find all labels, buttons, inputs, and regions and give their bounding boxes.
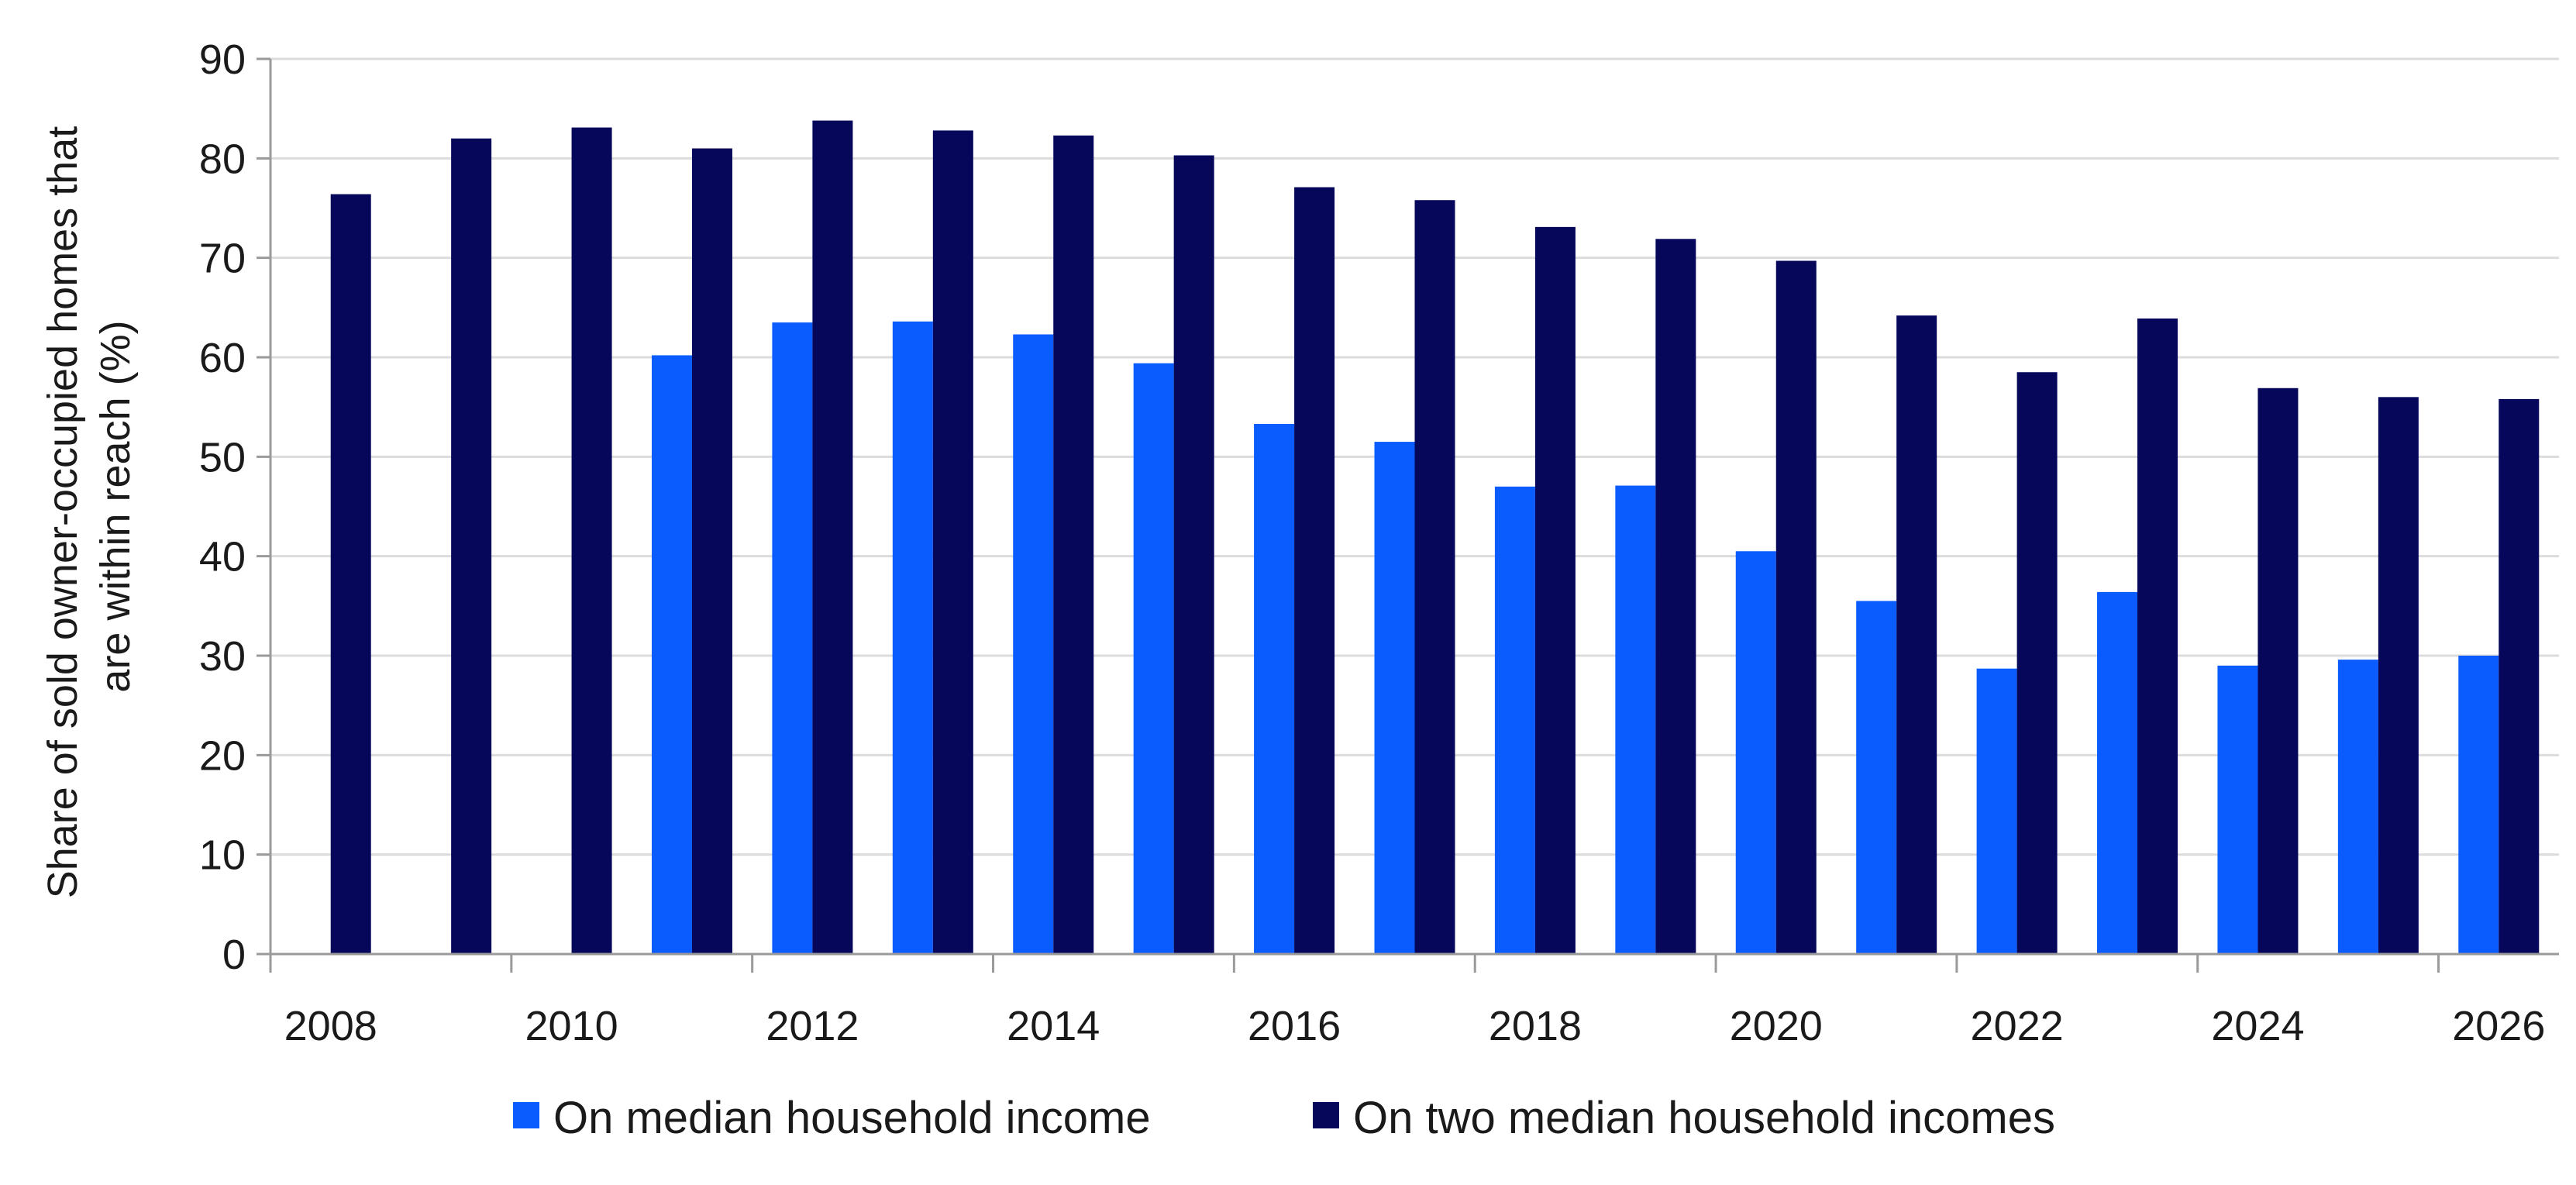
legend-label-two-incomes: On two median household incomes xyxy=(1353,1093,2055,1143)
legend-swatch-two-incomes xyxy=(1313,1102,1339,1128)
bar-median-income-2015 xyxy=(1133,363,1174,954)
x-tick-label: 2014 xyxy=(1007,1003,1100,1049)
y-axis-title-line-1: Share of sold owner-occupied homes that xyxy=(40,126,86,899)
bar-median-income-2013 xyxy=(892,321,933,954)
legend-swatch-median-income xyxy=(513,1102,539,1128)
bar-median-income-2017 xyxy=(1374,442,1415,954)
bar-median-income-2024 xyxy=(2217,665,2258,954)
bar-median-income-2011 xyxy=(651,355,692,954)
bar-two-incomes-2022 xyxy=(2016,372,2058,954)
bar-two-incomes-2023 xyxy=(2137,318,2178,954)
x-tick-label: 2016 xyxy=(1248,1003,1341,1049)
x-tick-label: 2022 xyxy=(1971,1003,2064,1049)
bar-median-income-2019 xyxy=(1615,485,1656,954)
bar-two-incomes-2024 xyxy=(2257,388,2299,954)
bar-two-incomes-2016 xyxy=(1294,187,1335,955)
bar-median-income-2020 xyxy=(1735,551,1776,954)
bar-median-income-2012 xyxy=(772,322,813,954)
bar-median-income-2025 xyxy=(2337,660,2378,954)
x-tick-label: 2020 xyxy=(1730,1003,1823,1049)
y-tick-label: 80 xyxy=(199,136,246,182)
bar-two-incomes-2026 xyxy=(2499,398,2540,954)
bar-median-income-2022 xyxy=(1976,668,2017,954)
y-tick-label: 50 xyxy=(199,434,246,481)
bar-two-incomes-2017 xyxy=(1414,200,1455,954)
y-tick-label: 20 xyxy=(199,732,246,779)
bar-two-incomes-2011 xyxy=(691,148,732,954)
x-tick-label: 2008 xyxy=(284,1003,377,1049)
y-tick-label: 30 xyxy=(199,633,246,680)
bar-two-incomes-2019 xyxy=(1655,239,1696,954)
bar-two-incomes-2010 xyxy=(571,127,612,954)
bar-two-incomes-2008 xyxy=(330,194,371,955)
bar-two-incomes-2013 xyxy=(932,130,973,954)
x-tick-label: 2024 xyxy=(2211,1003,2304,1049)
bar-two-incomes-2015 xyxy=(1173,155,1214,954)
bar-two-incomes-2025 xyxy=(2378,397,2419,954)
y-tick-labels: 0 10 20 30 40 50 60 70 80 90 xyxy=(199,36,270,978)
y-tick-label: 10 xyxy=(199,832,246,879)
bar-median-income-2023 xyxy=(2097,591,2138,954)
bar-median-income-2016 xyxy=(1254,423,1295,954)
bar-median-income-2014 xyxy=(1013,334,1054,954)
y-tick-label: 0 xyxy=(222,932,246,978)
legend: On median household income On two median… xyxy=(513,1093,2055,1143)
y-axis-title: Share of sold owner-occupied homes that … xyxy=(40,115,139,899)
x-tick-label: 2010 xyxy=(525,1003,618,1049)
bar-median-income-2018 xyxy=(1494,486,1535,954)
bar-median-income-2021 xyxy=(1856,601,1897,954)
bar-two-incomes-2012 xyxy=(812,120,853,955)
x-tick-label: 2018 xyxy=(1489,1003,1582,1049)
y-axis-title-line-2: are within reach (%) xyxy=(92,320,139,692)
y-tick-label: 60 xyxy=(199,335,246,381)
bar-two-incomes-2014 xyxy=(1053,135,1094,955)
legend-label-median-income: On median household income xyxy=(553,1093,1151,1143)
x-tick-labels: 2008 2010 2012 2014 2016 2018 2020 2022 2024 2026 xyxy=(269,954,2545,1049)
y-tick-label: 40 xyxy=(199,534,246,580)
y-tick-label: 90 xyxy=(199,36,246,83)
bars xyxy=(330,120,2540,955)
bar-two-incomes-2021 xyxy=(1896,315,1937,955)
bar-two-incomes-2009 xyxy=(451,138,492,955)
axes xyxy=(269,59,2559,956)
bar-median-income-2026 xyxy=(2458,656,2499,954)
bar-two-incomes-2020 xyxy=(1775,260,1817,954)
x-tick-label: 2012 xyxy=(766,1003,859,1049)
bar-two-incomes-2018 xyxy=(1534,226,1576,955)
x-tick-label: 2026 xyxy=(2452,1003,2545,1049)
y-tick-label: 70 xyxy=(199,236,246,282)
